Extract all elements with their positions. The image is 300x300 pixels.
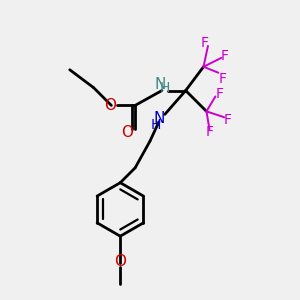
Text: O: O — [121, 125, 133, 140]
Text: F: F — [219, 72, 227, 86]
Text: N: N — [155, 76, 166, 92]
Text: H: H — [160, 81, 170, 94]
Text: F: F — [206, 125, 213, 139]
Text: N: N — [154, 111, 165, 126]
Text: F: F — [223, 113, 231, 127]
Text: O: O — [114, 254, 126, 269]
Text: F: F — [216, 86, 224, 100]
Text: H: H — [151, 118, 161, 132]
Text: F: F — [220, 50, 228, 63]
Text: O: O — [104, 98, 116, 113]
Text: F: F — [201, 36, 209, 50]
